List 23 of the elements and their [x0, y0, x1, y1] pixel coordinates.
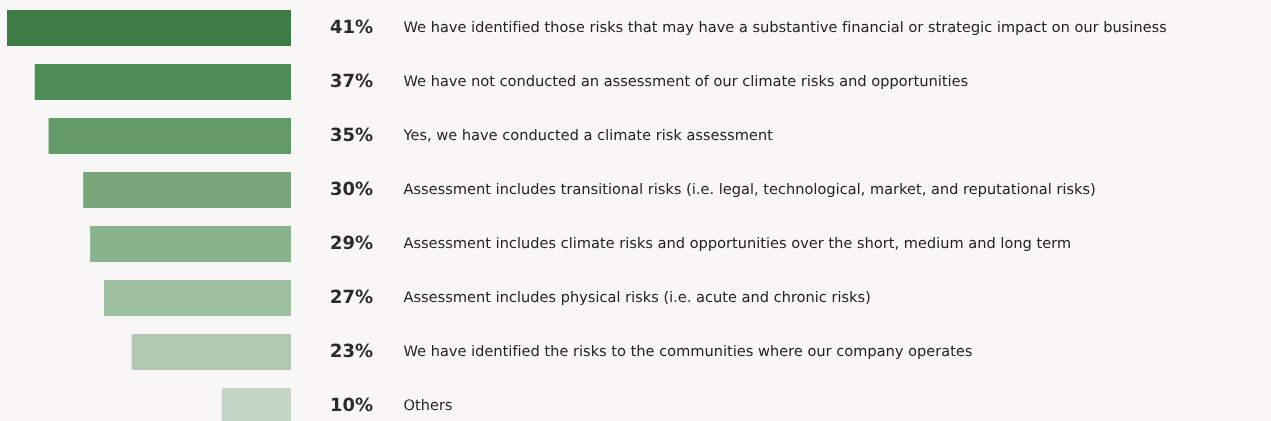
data-label: 37% — [331, 73, 373, 88]
y-tick-label: Assessment includes physical risks (i.e. acute and chronic risks) — [403, 290, 870, 306]
y-tick-label: Others — [404, 398, 452, 411]
data-label: 35% — [331, 127, 373, 142]
y-tick-label: Yes, we have conducted a climate risk assessment — [403, 128, 773, 142]
bar — [34, 63, 291, 101]
data-label: 41% — [330, 19, 373, 34]
bar — [48, 117, 291, 155]
data-label: 27% — [331, 289, 373, 304]
data-label: 23% — [331, 343, 373, 358]
y-tick-label: We have identified those risks that may have a substantive financial or strategic impact on our business — [403, 20, 1167, 36]
data-label: 30% — [331, 181, 373, 196]
bar — [131, 333, 291, 371]
data-label: 29% — [331, 235, 373, 250]
data-label: 10% — [331, 397, 373, 412]
y-tick-label: Assessment includes transitional risks (i.e. legal, technological, market, and reputational risks) — [403, 182, 1095, 198]
y-tick-label: We have not conducted an assessment of our climate risks and opportunities — [403, 74, 968, 90]
bar — [103, 279, 291, 317]
y-tick-label: We have identified the risks to the communities where our company operates — [403, 344, 972, 360]
y-tick-label: Assessment includes climate risks and opportunities over the short, medium and long term — [403, 236, 1070, 252]
bar — [7, 9, 291, 47]
bar — [83, 171, 291, 209]
bar — [90, 225, 291, 263]
